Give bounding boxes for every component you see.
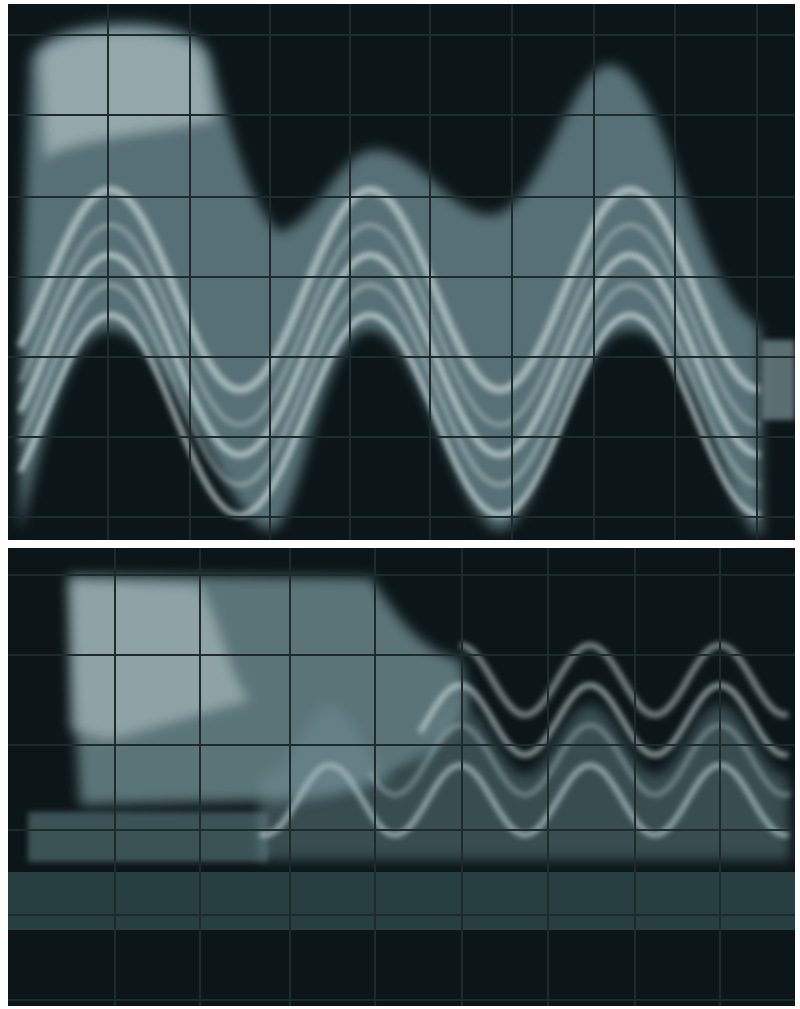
flat-band [8, 872, 795, 930]
top-trace-panel [8, 4, 795, 540]
flat-band [28, 812, 268, 862]
bottom-trace-panel [8, 548, 795, 1006]
trace-edge [762, 340, 795, 420]
page: (() => { const ns = 'http://www.w3.org/2… [0, 0, 800, 1009]
oscilloscope-photos [0, 0, 800, 1009]
